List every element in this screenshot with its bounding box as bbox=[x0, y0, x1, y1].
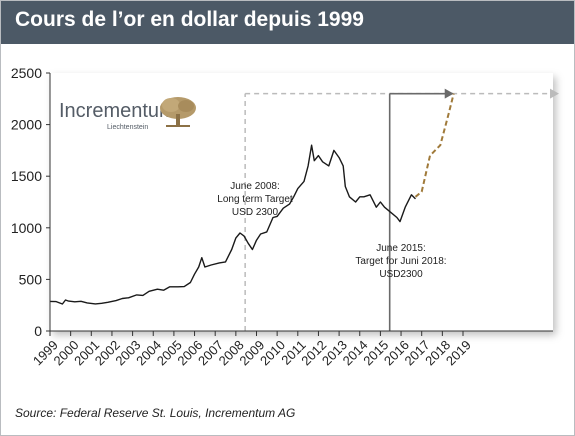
chart-annotations: June 2008: Long term Target USD 2300 June 2… bbox=[217, 181, 446, 280]
annotation-2015-line: USD2300 bbox=[379, 269, 423, 280]
title-bar: Cours de l’or en dollar depuis 1999 bbox=[1, 1, 574, 44]
y-tick-label: 2500 bbox=[11, 65, 42, 81]
annotation-2008-line: Long term Target bbox=[217, 194, 293, 205]
plot-area bbox=[50, 73, 553, 331]
y-tick-label: 1000 bbox=[11, 220, 42, 236]
annotation-2008-line: June 2008: bbox=[230, 181, 280, 192]
chart-title: Cours de l’or en dollar depuis 1999 bbox=[15, 8, 364, 31]
annotation-2015-line: June 2015: bbox=[376, 243, 426, 254]
y-tick-label: 1500 bbox=[11, 168, 42, 184]
y-tick-label: 0 bbox=[34, 323, 42, 339]
logo-sub: Liechtenstein bbox=[107, 124, 148, 131]
source-note: Source: Federal Reserve St. Louis, Incre… bbox=[15, 406, 296, 420]
annotation-2008-line: USD 2300 bbox=[232, 207, 279, 218]
annotation-2015-line: Target for Juni 2018: bbox=[355, 256, 446, 267]
x-tick-label: 2019 bbox=[443, 337, 474, 368]
gold-price-chart: Incrementum Liechtenstein 0 500 1000 1500 20… bbox=[11, 65, 559, 368]
y-tick-label: 500 bbox=[19, 271, 43, 287]
incrementum-logo: Incrementum Liechtenstein bbox=[59, 97, 196, 131]
chart-marks bbox=[49, 88, 559, 331]
gold-price-line bbox=[49, 144, 416, 305]
logo-name: Incrementum bbox=[59, 100, 176, 122]
forecast-line bbox=[414, 93, 455, 198]
y-tick-label: 2000 bbox=[11, 117, 42, 133]
tree-icon bbox=[160, 97, 196, 127]
